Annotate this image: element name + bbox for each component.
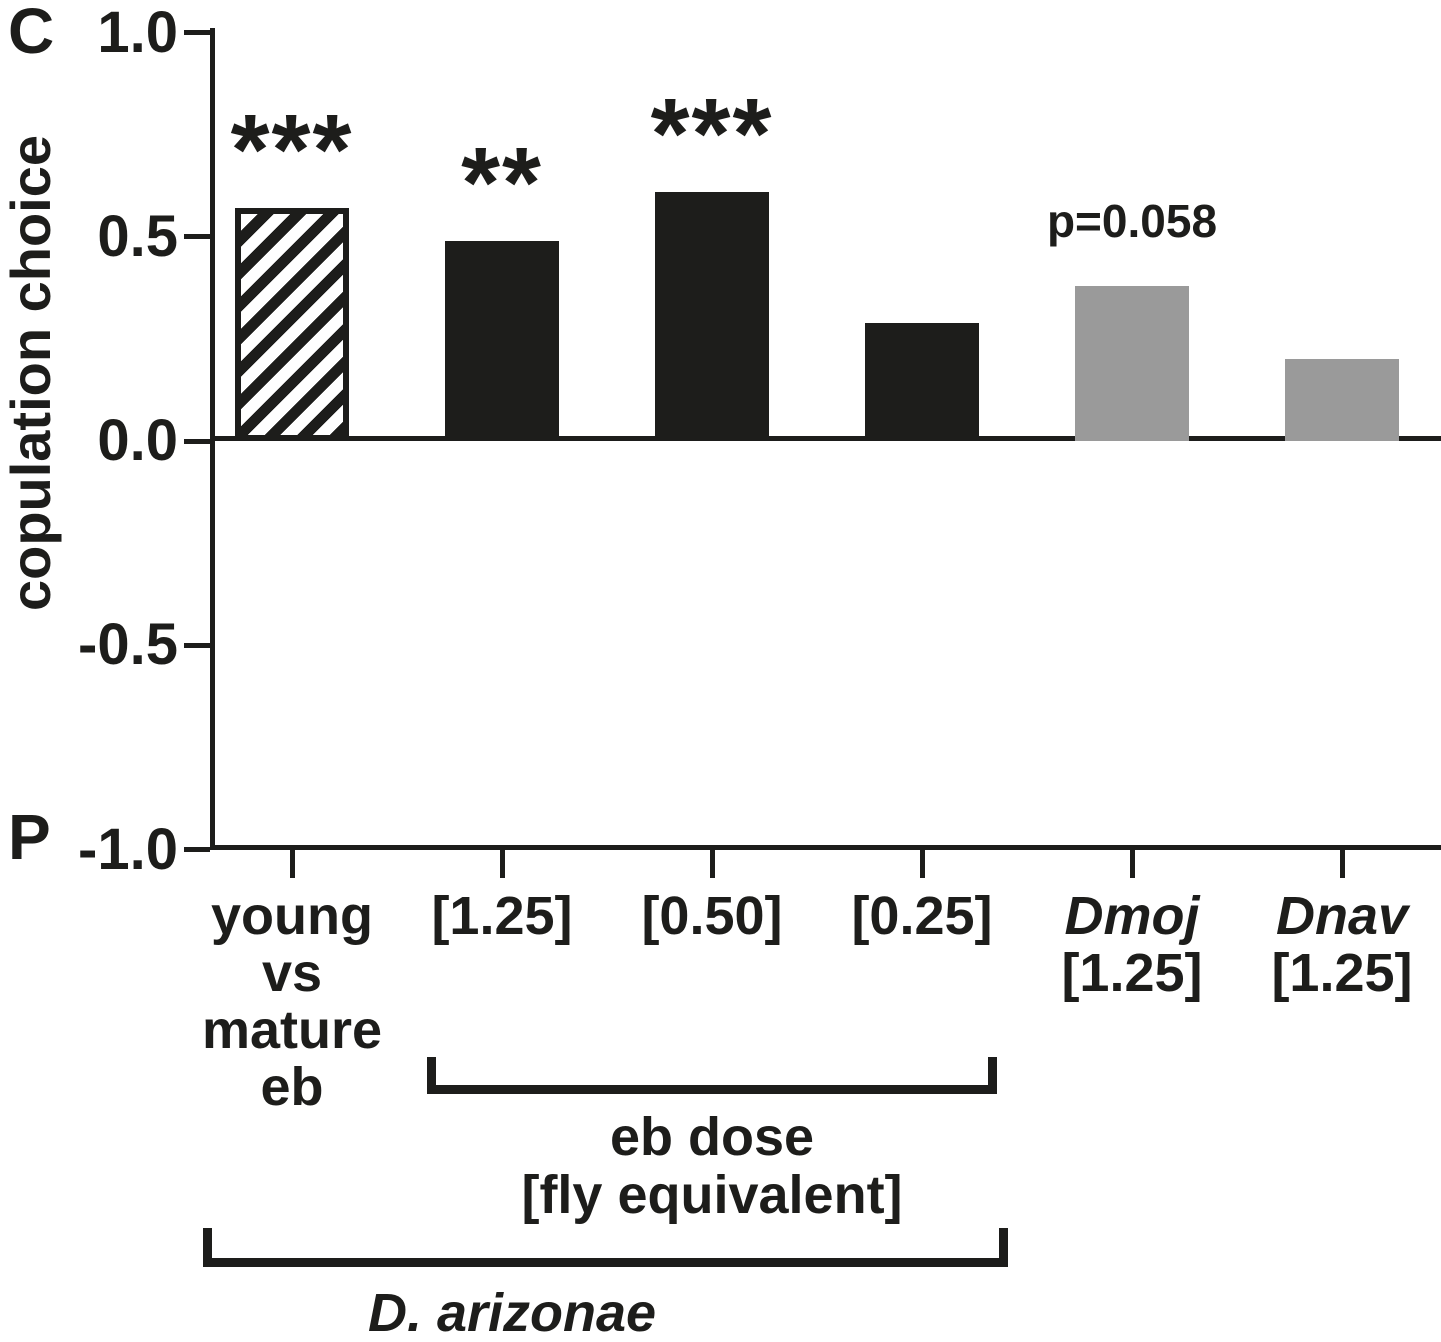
x-category-label-dmoj-1-25: Dmoj [1.25] [972, 888, 1292, 1002]
x-category-label-line: Dmoj [1064, 886, 1200, 946]
bracket-end-tick [203, 1228, 212, 1267]
x-category-label-dnav-1-25: Dnav [1.25] [1182, 888, 1441, 1002]
x-category-label-eb-0-25: [0.25] [762, 888, 1082, 945]
y-tick-label: -0.5 [78, 612, 178, 678]
bracket-end-tick [988, 1057, 997, 1094]
bar-dnav-1-25 [1285, 359, 1399, 441]
x-tick-mark [1129, 850, 1135, 878]
x-tick-mark [499, 850, 505, 878]
x-tick-mark [289, 850, 295, 878]
y-tick-mark [184, 234, 210, 240]
p-value-label: p=0.058 [1046, 194, 1218, 247]
bracket-end-tick [999, 1228, 1008, 1267]
y-tick-label: 0.0 [97, 408, 178, 473]
bracket-end-tick [427, 1057, 436, 1094]
x-category-label-line: young [211, 886, 373, 946]
significance-stars: *** [230, 94, 354, 207]
bracket-label-line: [fly equivalent] [521, 1165, 903, 1225]
y-tick-label: 0.5 [97, 203, 178, 269]
y-tick-mark [184, 438, 210, 444]
axis-top-end-label: C [8, 0, 55, 67]
bar-eb-0-50 [655, 192, 769, 441]
bar-dmoj-1-25 [1075, 286, 1189, 441]
x-category-label-line: vs [261, 943, 323, 1003]
bracket-label-line: D. arizonae [367, 1283, 657, 1342]
x-category-label-line: [1.25] [1271, 943, 1413, 1003]
x-category-label-line: [1.25] [431, 886, 573, 946]
x-axis-line [210, 845, 1441, 850]
y-tick-label: 1.0 [97, 0, 178, 65]
x-category-label-line: Dnav [1275, 886, 1409, 946]
zero-baseline [210, 436, 1441, 441]
axis-bottom-end-label: P [8, 801, 51, 873]
x-tick-mark [919, 850, 925, 878]
bracket-line [203, 1258, 1008, 1267]
x-category-label-line: [0.50] [641, 886, 783, 946]
x-category-label-line: mature [201, 1000, 383, 1060]
x-tick-mark [1339, 850, 1345, 878]
bracket-label: eb dose [fly equivalent] [362, 1108, 1062, 1224]
y-axis-title: copulation choice [0, 134, 62, 612]
y-tick-mark [184, 847, 210, 852]
y-tick-mark [184, 30, 210, 35]
x-category-label-eb-1-25: [1.25] [342, 888, 662, 945]
bracket-line [427, 1085, 997, 1094]
x-category-label-young-vs-mature-eb: young vs mature eb [132, 888, 452, 1116]
bar-young-vs-mature-eb [235, 208, 349, 441]
bar-eb-0-25 [865, 323, 979, 441]
x-tick-mark [709, 850, 715, 878]
significance-stars: *** [650, 77, 774, 190]
bracket-label: D. arizonae [162, 1284, 862, 1342]
significance-stars: ** [461, 126, 543, 239]
x-category-label-line: [1.25] [1061, 943, 1203, 1003]
bracket-label-line: eb dose [609, 1107, 815, 1167]
y-tick-mark [184, 642, 210, 648]
x-category-label-line: [0.25] [851, 886, 993, 946]
x-category-label-eb-0-50: [0.50] [552, 888, 872, 945]
bar-eb-1-25 [445, 241, 559, 441]
y-tick-label: -1.0 [78, 816, 178, 882]
x-category-label-line: eb [260, 1057, 324, 1117]
